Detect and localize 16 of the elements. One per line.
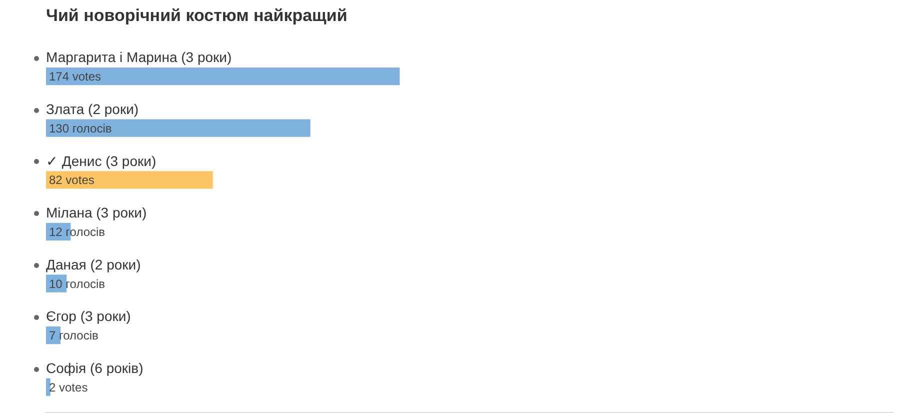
bar [46,171,213,189]
data-label: 10 голосів [49,276,106,291]
y-tick-label: Даная (2 роки) [46,256,141,272]
data-label: 82 votes [49,173,94,188]
y-tick-label: ✓ Денис (3 роки) [46,152,156,169]
y-tick-label: Софія (6 років) [46,360,144,376]
chart-title: Чий новорічний костюм найкращий [46,6,348,25]
bar [46,67,400,86]
bar [46,378,50,396]
y-tick-label: Злата (2 роки) [46,100,139,117]
y-tick-label: Мілана (3 роки) [46,204,147,221]
y-tick-label: Маргарита і Марина (3 роки) [46,49,232,66]
bar [46,119,310,137]
y-tick-label: Єгор (3 роки) [46,308,131,324]
data-label: 130 голосів [49,121,112,136]
data-label: 174 votes [49,70,102,84]
